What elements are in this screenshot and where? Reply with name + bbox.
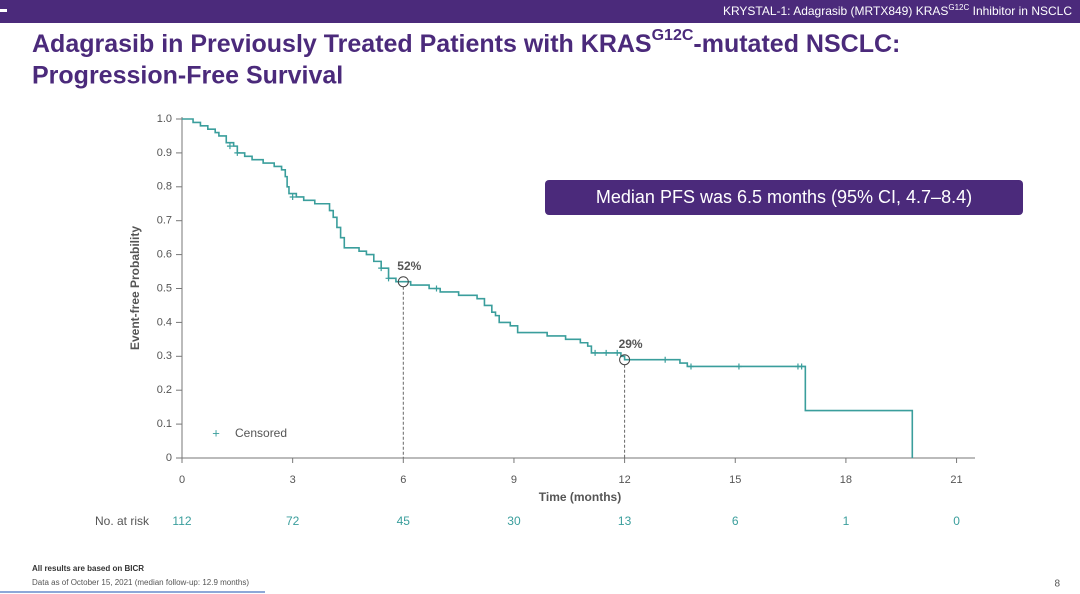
header: KRYSTAL-1: Adagrasib (MRTX849) KRASG12C … bbox=[723, 3, 1072, 18]
censor-mark bbox=[614, 349, 621, 356]
header-text: Inhibitor in NSCLC bbox=[969, 4, 1072, 18]
legend-label: Censored bbox=[235, 426, 287, 440]
censor-mark bbox=[603, 349, 610, 356]
x-tick-label: 15 bbox=[729, 474, 741, 486]
legend-symbol: + bbox=[212, 425, 220, 440]
annotation-marker bbox=[397, 276, 409, 288]
y-tick-label: 0.1 bbox=[157, 418, 172, 430]
at-risk-value: 0 bbox=[953, 514, 960, 528]
header-mark bbox=[0, 9, 7, 12]
title-text: -mutated NSCLC: bbox=[693, 30, 900, 58]
title: Adagrasib in Previously Treated Patients… bbox=[32, 27, 900, 57]
y-tick-label: 0.2 bbox=[157, 384, 172, 396]
censor-mark bbox=[592, 349, 599, 356]
km-curve bbox=[182, 118, 914, 458]
title-text: Adagrasib in Previously Treated Patients… bbox=[32, 30, 652, 58]
x-tick-label: 0 bbox=[179, 474, 185, 486]
censor-mark bbox=[798, 363, 805, 370]
annotation-marker bbox=[619, 354, 631, 366]
median-box bbox=[545, 180, 1023, 215]
censor-mark bbox=[385, 275, 392, 282]
y-tick-label: 0.8 bbox=[157, 181, 172, 193]
y-tick-label: 0.7 bbox=[157, 215, 172, 227]
title-sup: G12C bbox=[652, 27, 694, 44]
censor-mark bbox=[687, 363, 694, 370]
footnote: All results are based on BICR bbox=[32, 564, 144, 573]
censor-mark bbox=[662, 356, 669, 363]
at-risk-label: No. at risk bbox=[95, 514, 150, 528]
at-risk-value: 30 bbox=[507, 514, 521, 528]
censor-mark bbox=[735, 363, 742, 370]
at-risk-value: 6 bbox=[732, 514, 739, 528]
median-text: Median PFS was 6.5 months (95% CI, 4.7–8… bbox=[596, 187, 972, 207]
footnote: Data as of October 15, 2021 (median foll… bbox=[32, 578, 249, 587]
x-tick-label: 21 bbox=[950, 474, 962, 486]
annotation-label: 52% bbox=[397, 259, 421, 273]
x-tick-label: 9 bbox=[511, 474, 517, 486]
at-risk-value: 112 bbox=[172, 514, 191, 528]
header-sup: G12C bbox=[948, 3, 969, 12]
censor-mark bbox=[234, 149, 241, 156]
page-number: 8 bbox=[1054, 579, 1060, 590]
header-bar bbox=[0, 0, 1080, 23]
censor-mark bbox=[289, 193, 296, 200]
at-risk-value: 72 bbox=[286, 514, 300, 528]
at-risk-value: 45 bbox=[397, 514, 411, 528]
y-tick-label: 0.9 bbox=[157, 147, 172, 159]
y-tick-label: 0.4 bbox=[157, 316, 172, 328]
y-tick-label: 0.3 bbox=[157, 350, 172, 362]
y-tick-label: 0.6 bbox=[157, 249, 172, 261]
censor-mark bbox=[433, 285, 440, 292]
censor-mark bbox=[378, 265, 385, 272]
x-tick-label: 6 bbox=[400, 474, 406, 486]
annotation-label: 29% bbox=[619, 337, 643, 351]
y-axis-label: Event-free Probability bbox=[128, 226, 142, 350]
at-risk-value: 1 bbox=[843, 514, 850, 528]
y-tick-label: 1.0 bbox=[157, 113, 172, 125]
x-tick-label: 18 bbox=[840, 474, 852, 486]
at-risk-value: 13 bbox=[618, 514, 632, 528]
x-axis-label: Time (months) bbox=[539, 490, 621, 504]
header-text: KRYSTAL-1: Adagrasib (MRTX849) KRAS bbox=[723, 4, 948, 18]
censor-mark bbox=[226, 143, 233, 150]
y-tick-label: 0.5 bbox=[157, 282, 172, 294]
title: Progression-Free Survival bbox=[32, 62, 343, 90]
x-tick-label: 3 bbox=[290, 474, 296, 486]
x-tick-label: 12 bbox=[618, 474, 630, 486]
y-tick-label: 0 bbox=[166, 452, 172, 464]
